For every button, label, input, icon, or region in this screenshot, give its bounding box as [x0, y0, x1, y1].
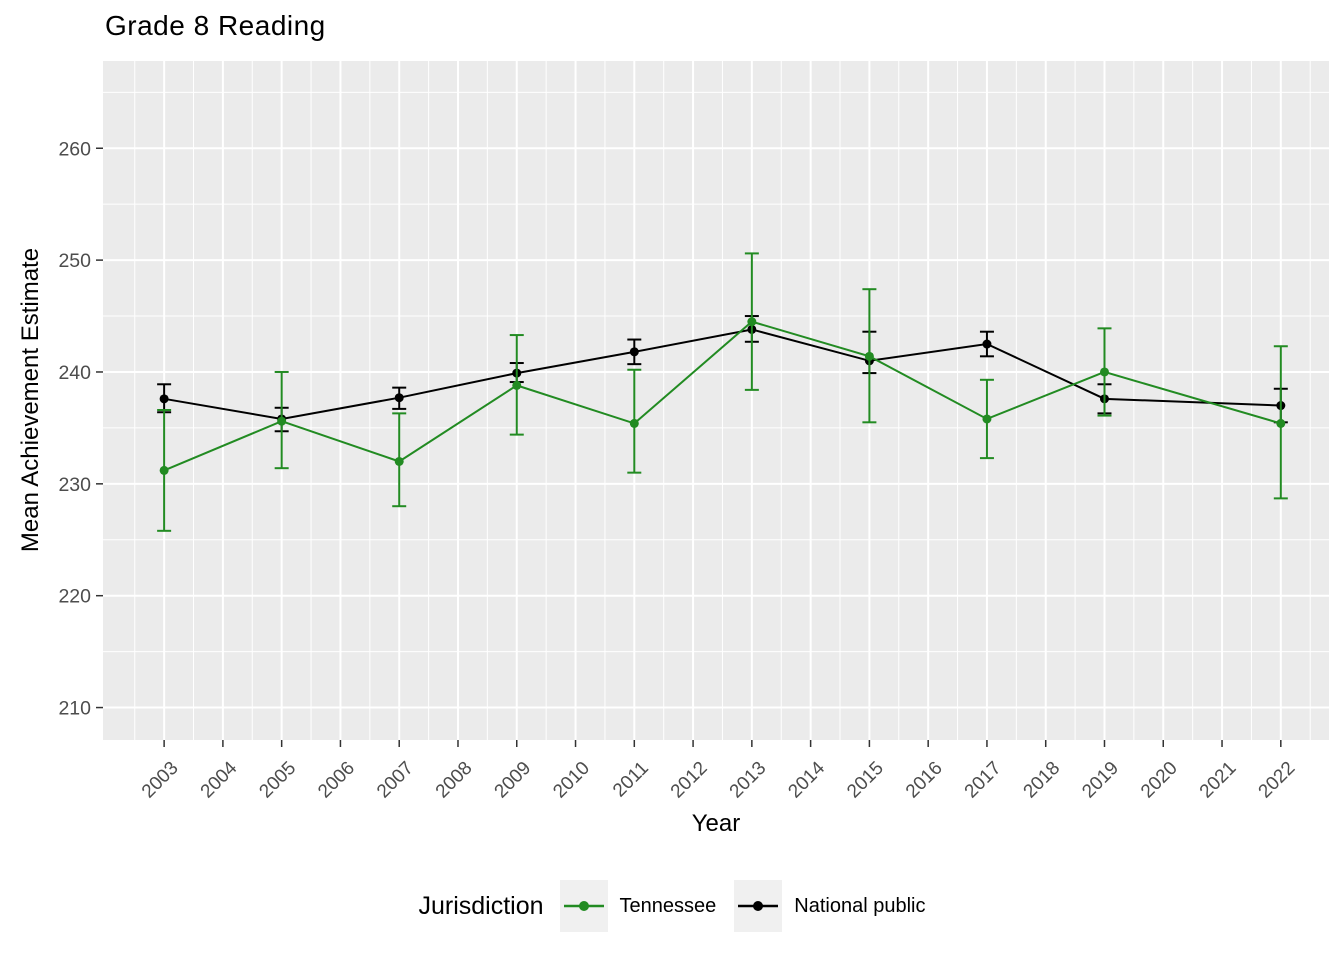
- svg-text:2020: 2020: [1137, 758, 1182, 803]
- legend-title: Jurisdiction: [418, 891, 544, 920]
- national-public-key-icon: [734, 880, 783, 932]
- svg-text:2009: 2009: [491, 758, 536, 803]
- svg-text:210: 210: [58, 698, 91, 720]
- svg-text:2015: 2015: [843, 758, 888, 803]
- svg-text:2013: 2013: [726, 758, 771, 803]
- x-axis-title: Year: [691, 810, 741, 837]
- legend: Jurisdiction Tennessee National public: [0, 880, 1344, 932]
- svg-text:220: 220: [58, 586, 91, 608]
- svg-text:2011: 2011: [609, 758, 653, 802]
- svg-text:2012: 2012: [667, 758, 712, 803]
- svg-text:250: 250: [58, 250, 91, 272]
- svg-text:2021: 2021: [1196, 758, 1241, 803]
- svg-text:2014: 2014: [784, 757, 829, 802]
- svg-text:2022: 2022: [1255, 758, 1300, 803]
- svg-text:2005: 2005: [255, 758, 300, 803]
- svg-text:2008: 2008: [432, 758, 477, 803]
- svg-text:2019: 2019: [1078, 758, 1123, 803]
- y-axis-title: Mean Achievement Estimate: [17, 247, 44, 553]
- legend-item-national-public: National public: [734, 880, 926, 932]
- svg-text:2010: 2010: [549, 758, 594, 803]
- svg-text:2006: 2006: [314, 758, 359, 803]
- svg-text:260: 260: [58, 138, 91, 160]
- svg-text:240: 240: [58, 362, 91, 384]
- chart-title: Grade 8 Reading: [105, 10, 326, 41]
- legend-item-tennessee: Tennessee: [559, 880, 717, 932]
- legend-label-national-public: National public: [794, 894, 926, 917]
- svg-text:2018: 2018: [1020, 758, 1065, 803]
- svg-text:230: 230: [58, 474, 91, 496]
- svg-text:2007: 2007: [373, 758, 418, 803]
- svg-text:2003: 2003: [138, 758, 183, 803]
- svg-text:2016: 2016: [902, 758, 947, 803]
- svg-text:2004: 2004: [197, 757, 242, 802]
- legend-label-tennessee: Tennessee: [619, 894, 717, 917]
- svg-text:2017: 2017: [961, 758, 1006, 803]
- tennessee-key-icon: [559, 880, 608, 932]
